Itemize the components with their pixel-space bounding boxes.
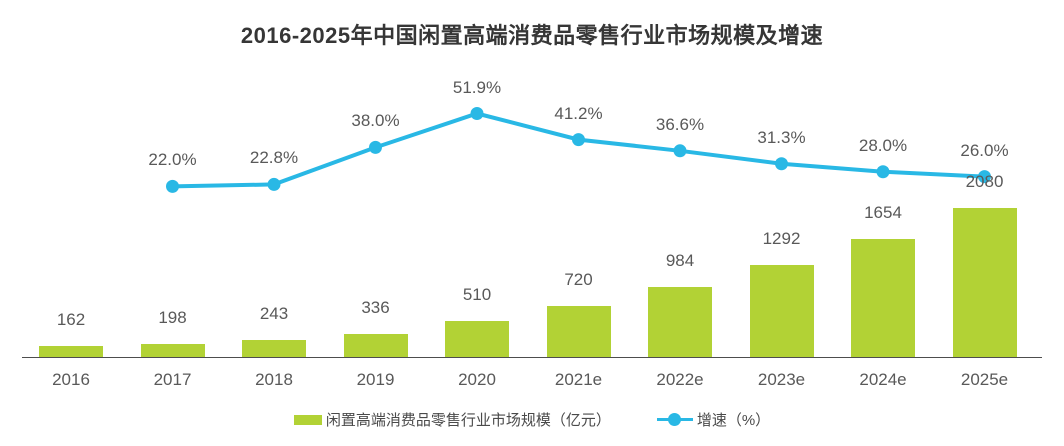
growth-label-2019: 38.0% <box>351 111 400 131</box>
chart-title: 2016-2025年中国闲置高端消费品零售行业市场规模及增速 <box>240 23 824 48</box>
bar-2019 <box>343 334 408 358</box>
x-tick-label-2020: 2020 <box>458 370 496 389</box>
growth-label-2020: 51.9% <box>452 77 502 97</box>
bar-value-label-2024e: 1654 <box>864 203 902 222</box>
x-tick-label-2016: 2016 <box>52 370 90 389</box>
legend-item-market-size: 闲置高端消费品零售行业市场规模（亿元） <box>293 409 611 430</box>
line-series-swatch-icon <box>656 413 693 426</box>
growth-point-2018 <box>267 177 281 191</box>
bar-2025e <box>952 208 1017 358</box>
bar-series-swatch-icon <box>293 414 322 425</box>
growth-label-2025e: 26.0% <box>960 140 1009 160</box>
bar-2021e <box>546 306 611 358</box>
x-tick-label-2023e: 2023e <box>757 370 806 389</box>
growth-point-2022e <box>673 144 687 158</box>
bar-value-label-2025e: 2080 <box>965 172 1004 191</box>
x-tick-label-2024e: 2024e <box>859 370 907 389</box>
growth-point-2021e <box>572 133 585 147</box>
bar-value-label-2022e: 984 <box>665 251 695 270</box>
x-tick-label-2022e: 2022e <box>656 370 704 389</box>
bar-value-label-2020: 510 <box>462 285 492 304</box>
growth-point-2019 <box>369 140 382 154</box>
bar-2022e <box>648 287 712 358</box>
bar-value-label-2016: 162 <box>56 310 86 329</box>
bar-2023e <box>749 265 814 358</box>
growth-label-2021e: 41.2% <box>554 103 603 123</box>
growth-label-2022e: 36.6% <box>655 114 705 134</box>
bar-2018 <box>242 340 306 358</box>
bar-value-label-2017: 198 <box>158 308 187 327</box>
bar-2020 <box>445 321 509 358</box>
bar-value-label-2019: 336 <box>361 298 390 317</box>
growth-point-2020 <box>470 107 484 121</box>
bar-2017 <box>140 344 205 358</box>
growth-label-2024e: 28.0% <box>858 135 908 155</box>
bar-2016 <box>39 346 103 358</box>
x-tick-label-2021e: 2021e <box>554 370 603 389</box>
x-axis-line <box>22 357 1042 358</box>
x-tick-label-2017: 2017 <box>153 370 192 389</box>
bar-2024e <box>851 239 915 358</box>
x-tick-label-2018: 2018 <box>255 370 293 389</box>
x-tick-label-2019: 2019 <box>356 370 395 389</box>
chart-legend: 闲置高端消费品零售行业市场规模（亿元） 增速（%） <box>0 409 1064 430</box>
growth-label-2023e: 31.3% <box>757 127 806 147</box>
legend-item-growth-rate: 增速（%） <box>656 409 771 430</box>
growth-label-2017: 22.0% <box>148 150 197 170</box>
bar-value-label-2018: 243 <box>259 304 289 323</box>
growth-point-2023e <box>775 157 788 171</box>
x-tick-label-2025e: 2025e <box>960 370 1009 389</box>
growth-label-2018: 22.8% <box>249 148 299 168</box>
legend-bar-label: 闲置高端消费品零售行业市场规模（亿元） <box>325 412 611 429</box>
bar-value-label-2023e: 1292 <box>762 229 801 248</box>
legend-line-label: 增速（%） <box>696 412 771 429</box>
bar-value-label-2021e: 720 <box>564 270 593 289</box>
growth-point-2017 <box>166 179 179 193</box>
growth-point-2024e <box>876 165 890 179</box>
